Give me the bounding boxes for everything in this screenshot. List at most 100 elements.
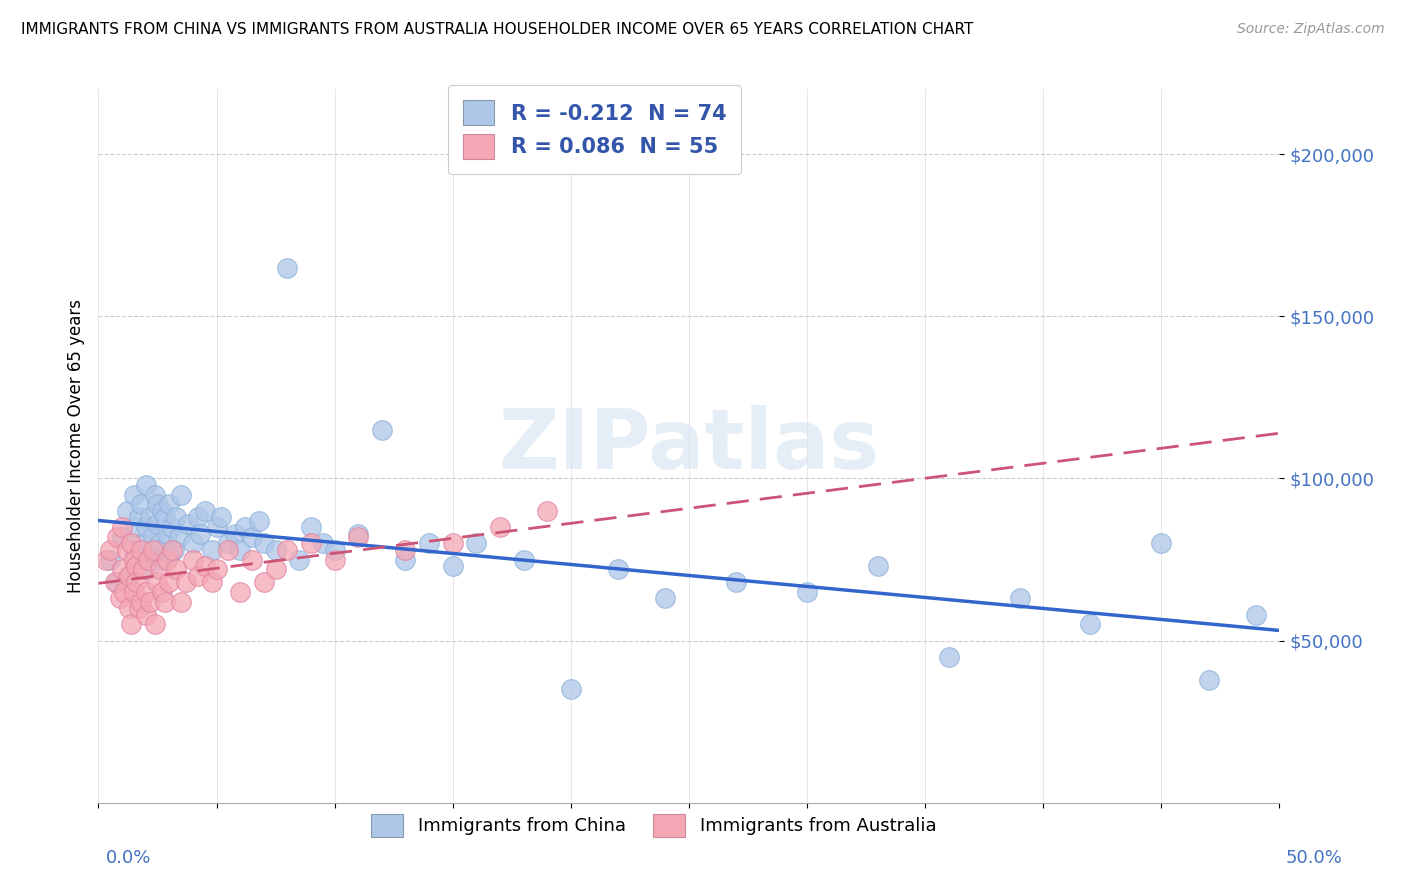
- Point: [112, 585, 135, 599]
- Point: [607, 562, 630, 576]
- Point: [418, 536, 440, 550]
- Point: [129, 497, 152, 511]
- Text: 0.0%: 0.0%: [105, 849, 150, 867]
- Point: [174, 575, 197, 590]
- Point: [142, 542, 165, 557]
- Point: [150, 504, 173, 518]
- Point: [1080, 617, 1102, 632]
- Point: [1150, 536, 1173, 550]
- Point: [135, 607, 157, 622]
- Point: [247, 514, 270, 528]
- Point: [866, 559, 889, 574]
- Point: [512, 552, 534, 566]
- Point: [194, 559, 217, 574]
- Point: [135, 562, 157, 576]
- Point: [1244, 607, 1267, 622]
- Point: [165, 510, 187, 524]
- Point: [149, 562, 172, 576]
- Point: [98, 542, 121, 557]
- Point: [217, 536, 239, 550]
- Point: [371, 423, 394, 437]
- Point: [1008, 591, 1031, 606]
- Point: [150, 552, 173, 566]
- Point: [188, 526, 211, 541]
- Point: [121, 536, 143, 550]
- Point: [129, 595, 152, 609]
- Point: [177, 516, 200, 531]
- Point: [118, 568, 141, 582]
- Point: [115, 504, 138, 518]
- Point: [165, 562, 187, 576]
- Point: [128, 510, 150, 524]
- Point: [654, 591, 676, 606]
- Point: [156, 552, 179, 566]
- Point: [201, 575, 224, 590]
- Point: [98, 552, 121, 566]
- Point: [299, 536, 322, 550]
- Point: [312, 536, 335, 550]
- Point: [163, 542, 186, 557]
- Point: [170, 488, 193, 502]
- Point: [111, 530, 134, 544]
- Point: [253, 575, 276, 590]
- Point: [264, 542, 287, 557]
- Point: [122, 542, 145, 557]
- Point: [157, 575, 180, 590]
- Y-axis label: Householder Income Over 65 years: Householder Income Over 65 years: [66, 299, 84, 593]
- Point: [170, 595, 193, 609]
- Point: [938, 649, 960, 664]
- Point: [233, 520, 256, 534]
- Point: [347, 526, 370, 541]
- Point: [276, 260, 298, 275]
- Point: [136, 552, 159, 566]
- Legend: Immigrants from China, Immigrants from Australia: Immigrants from China, Immigrants from A…: [364, 807, 943, 844]
- Point: [560, 682, 582, 697]
- Point: [323, 552, 346, 566]
- Point: [146, 516, 169, 531]
- Point: [157, 497, 180, 511]
- Point: [125, 575, 148, 590]
- Point: [94, 552, 117, 566]
- Point: [217, 542, 239, 557]
- Point: [105, 530, 128, 544]
- Point: [118, 601, 141, 615]
- Point: [441, 559, 464, 574]
- Point: [139, 549, 162, 564]
- Point: [181, 536, 204, 550]
- Point: [489, 520, 512, 534]
- Text: ZIPatlas: ZIPatlas: [499, 406, 879, 486]
- Point: [160, 520, 183, 534]
- Point: [135, 478, 157, 492]
- Point: [465, 536, 488, 550]
- Point: [157, 549, 180, 564]
- Point: [122, 585, 145, 599]
- Point: [394, 542, 416, 557]
- Point: [111, 562, 134, 576]
- Point: [146, 497, 169, 511]
- Point: [121, 617, 143, 632]
- Point: [288, 552, 311, 566]
- Point: [253, 536, 276, 550]
- Point: [264, 562, 287, 576]
- Point: [187, 510, 209, 524]
- Point: [224, 526, 246, 541]
- Point: [167, 530, 190, 544]
- Point: [1198, 673, 1220, 687]
- Point: [146, 575, 169, 590]
- Point: [205, 562, 228, 576]
- Point: [125, 520, 148, 534]
- Point: [139, 510, 162, 524]
- Point: [108, 591, 131, 606]
- Point: [205, 520, 228, 534]
- Point: [187, 568, 209, 582]
- Point: [135, 520, 157, 534]
- Point: [143, 488, 166, 502]
- Point: [125, 559, 148, 574]
- Point: [132, 536, 155, 550]
- Point: [104, 575, 127, 590]
- Point: [229, 542, 252, 557]
- Point: [181, 552, 204, 566]
- Point: [132, 562, 155, 576]
- Point: [725, 575, 748, 590]
- Point: [201, 542, 224, 557]
